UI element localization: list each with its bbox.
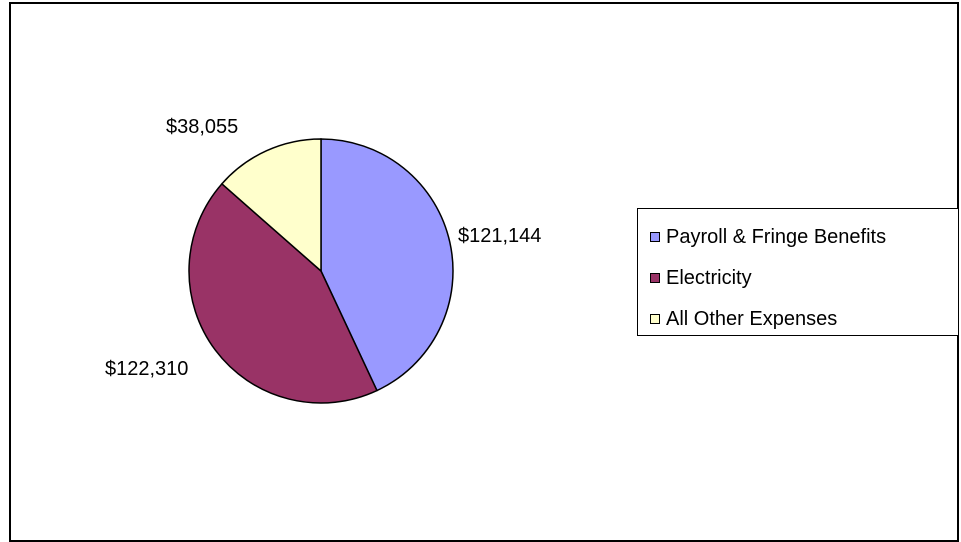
legend-label-payroll: Payroll & Fringe Benefits bbox=[666, 225, 887, 248]
legend-swatch-other bbox=[650, 314, 660, 324]
data-label-electricity: $122,310 bbox=[105, 358, 188, 380]
legend-label-other: All Other Expenses bbox=[666, 307, 838, 330]
legend-item-electricity: Electricity bbox=[650, 266, 752, 290]
chart-legend: Payroll & Fringe Benefits Electricity Al… bbox=[637, 208, 959, 336]
pie-slice-electricity bbox=[188, 182, 378, 404]
legend-item-other: All Other Expenses bbox=[650, 307, 837, 331]
pie-slice-payroll bbox=[320, 138, 454, 392]
legend-item-payroll: Payroll & Fringe Benefits bbox=[650, 225, 886, 249]
pie-slice-other bbox=[220, 138, 322, 273]
data-label-payroll: $121,144 bbox=[458, 225, 541, 247]
legend-label-electricity: Electricity bbox=[666, 266, 752, 289]
data-label-other: $38,055 bbox=[166, 116, 238, 138]
legend-swatch-electricity bbox=[650, 273, 660, 283]
legend-swatch-payroll bbox=[650, 232, 660, 242]
pie-slices bbox=[188, 138, 454, 404]
